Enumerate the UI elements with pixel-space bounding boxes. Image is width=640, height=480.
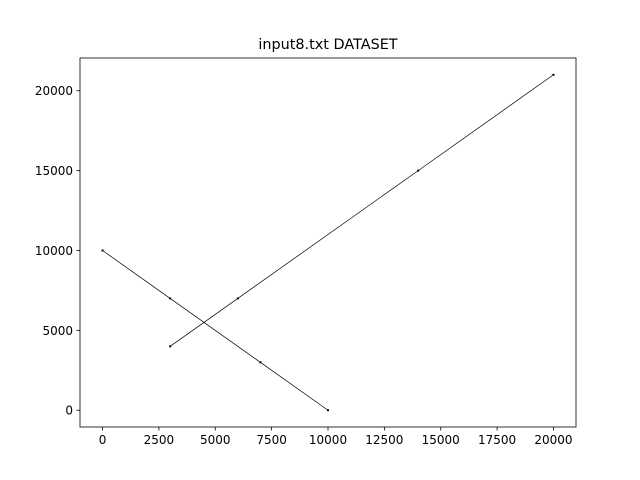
- axes-frame: [79, 57, 577, 428]
- series-2-line: [169, 74, 554, 347]
- x-tick-label: 17500: [478, 433, 516, 447]
- y-tick-label: 5000: [42, 324, 73, 338]
- series-layer: [101, 73, 555, 412]
- y-tick-label: 0: [65, 404, 73, 418]
- x-axis-ticks: 0 2500 5000 7500 10000 12500 15000 17500 20000: [99, 427, 573, 447]
- x-tick-label: 12500: [365, 433, 403, 447]
- x-tick-label: 15000: [422, 433, 460, 447]
- plot-area: [80, 58, 576, 427]
- y-tick-label: 20000: [35, 84, 73, 98]
- series-1-line: [102, 250, 329, 411]
- series-2-point-1: [169, 345, 172, 348]
- y-axis-ticks: 0 5000 10000 15000 20000: [35, 84, 80, 418]
- series-1-point-1: [101, 249, 104, 252]
- x-tick-label: 2500: [144, 433, 175, 447]
- chart-title: input8.txt DATASET: [258, 37, 397, 53]
- x-tick-label: 10000: [309, 433, 347, 447]
- x-tick-label: 5000: [200, 433, 231, 447]
- series-2-point-3: [417, 169, 420, 172]
- y-tick-label: 10000: [35, 244, 73, 258]
- x-tick-label: 20000: [534, 433, 572, 447]
- series-2-point-2: [236, 297, 239, 300]
- series-2-point-4: [552, 73, 555, 76]
- y-tick-label: 15000: [35, 164, 73, 178]
- x-tick-label: 7500: [256, 433, 287, 447]
- x-tick-label: 0: [99, 433, 107, 447]
- series-1-point-2: [169, 297, 172, 300]
- series-1-point-4: [327, 409, 329, 412]
- series-1-point-3: [259, 361, 262, 364]
